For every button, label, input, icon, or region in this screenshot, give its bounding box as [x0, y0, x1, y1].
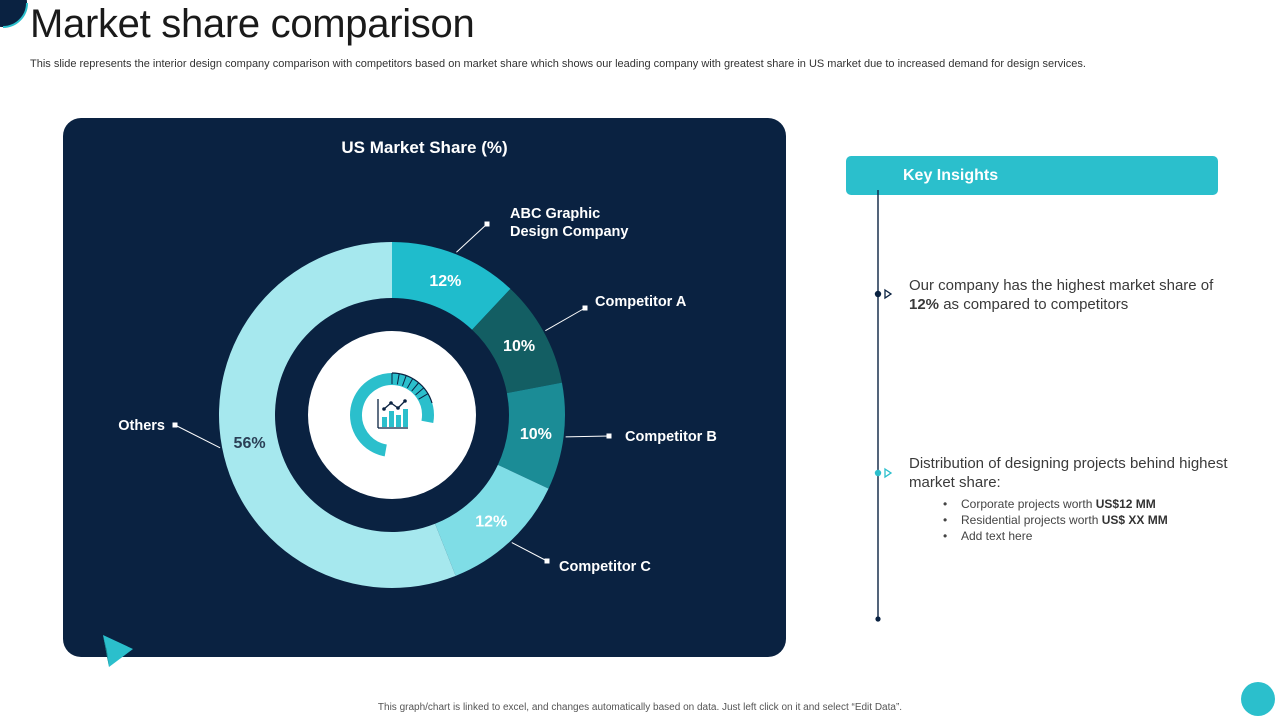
bullet-text: Add text here [961, 529, 1033, 543]
category-label-competitor-c: Competitor C [559, 559, 651, 575]
chart-title: US Market Share (%) [341, 138, 508, 157]
leader-dot-abc-graphic-design-company [484, 221, 490, 227]
slice-others[interactable] [219, 242, 456, 588]
value-label-competitor-b: 10% [520, 426, 552, 443]
insight-text-end: as compared to competitors [939, 296, 1129, 313]
corner-decoration [0, 0, 28, 28]
leader-line-competitor-c [511, 542, 548, 562]
slice-abc-graphic-design-company[interactable] [392, 242, 511, 330]
chart-analytics-icon [350, 372, 434, 457]
insight-bullet: Corporate projects worth US$12 MM [943, 496, 1239, 512]
value-label-competitor-c: 12% [475, 514, 507, 531]
leader-line-others [174, 424, 221, 449]
donut-chart[interactable]: 12% ABC Graphic Design Company 10% Competito… [63, 118, 786, 657]
bullet-value: US$ XX MM [1101, 513, 1168, 527]
insight-distribution-text: Distribution of designing projects behin… [909, 455, 1228, 491]
category-label-others: Others [118, 418, 165, 434]
insights-timeline [874, 190, 893, 622]
insight-highlight: 12% [909, 296, 940, 313]
leader-line-abc-graphic-design-company [456, 223, 488, 253]
page-subtitle: This slide represents the interior desig… [30, 58, 1086, 70]
category-label-abc-graphic-design-company: ABC Graphic Design Company [510, 206, 628, 240]
page-title: Market share comparison [30, 2, 475, 46]
value-label-abc-graphic-design-company: 12% [429, 273, 461, 290]
insight-bullet-list: Corporate projects worth US$12 MM Reside… [909, 496, 1239, 544]
leader-dot-competitor-a [582, 305, 588, 311]
play-arrow-icon [103, 635, 133, 667]
bullet-text: Residential projects worth [961, 513, 1102, 527]
slice-competitor-c[interactable] [435, 464, 549, 576]
key-insights-header: Key Insights [846, 156, 1218, 195]
chart-panel[interactable]: US Market Share (%) 12% ABC Graphic Design… [63, 118, 786, 667]
leader-line-competitor-b [565, 435, 610, 438]
insight-bullet: Residential projects worth US$ XX MM [943, 512, 1239, 528]
bullet-value: US$12 MM [1095, 497, 1156, 511]
value-label-others: 56% [234, 435, 266, 452]
leader-dot-others [172, 422, 178, 428]
slice-competitor-a[interactable] [472, 288, 562, 394]
category-label-competitor-b: Competitor B [625, 429, 717, 445]
footer-note: This graph/chart is linked to excel, and… [377, 702, 903, 713]
insight-item-market-share: Our company has the highest market share… [909, 276, 1239, 314]
category-label-competitor-a: Competitor A [595, 294, 687, 310]
bullet-text: Corporate projects worth [961, 497, 1096, 511]
slice-competitor-b[interactable] [497, 382, 565, 489]
value-label-competitor-a: 10% [503, 338, 535, 355]
corner-circle-decoration [1241, 682, 1275, 716]
leader-dot-competitor-b [606, 433, 612, 439]
leader-dot-competitor-c [544, 558, 550, 564]
insight-item-distribution: Distribution of designing projects behin… [909, 454, 1239, 544]
leader-line-competitor-a [545, 307, 586, 332]
insight-text: Our company has the highest market share… [909, 277, 1214, 294]
insight-bullet: Add text here [943, 528, 1239, 544]
